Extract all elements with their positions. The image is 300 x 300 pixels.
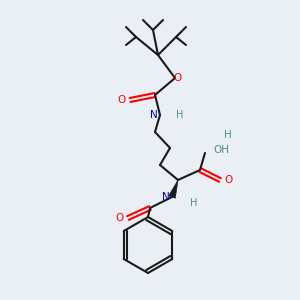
Text: O: O: [173, 73, 181, 83]
Text: O: O: [116, 213, 124, 223]
Text: O: O: [118, 95, 126, 105]
Polygon shape: [169, 180, 178, 198]
Text: O: O: [224, 175, 232, 185]
Text: N: N: [150, 110, 158, 120]
Text: N: N: [162, 192, 170, 202]
Text: H: H: [176, 110, 183, 120]
Text: H: H: [224, 130, 232, 140]
Text: OH: OH: [213, 145, 229, 155]
Text: H: H: [190, 198, 197, 208]
